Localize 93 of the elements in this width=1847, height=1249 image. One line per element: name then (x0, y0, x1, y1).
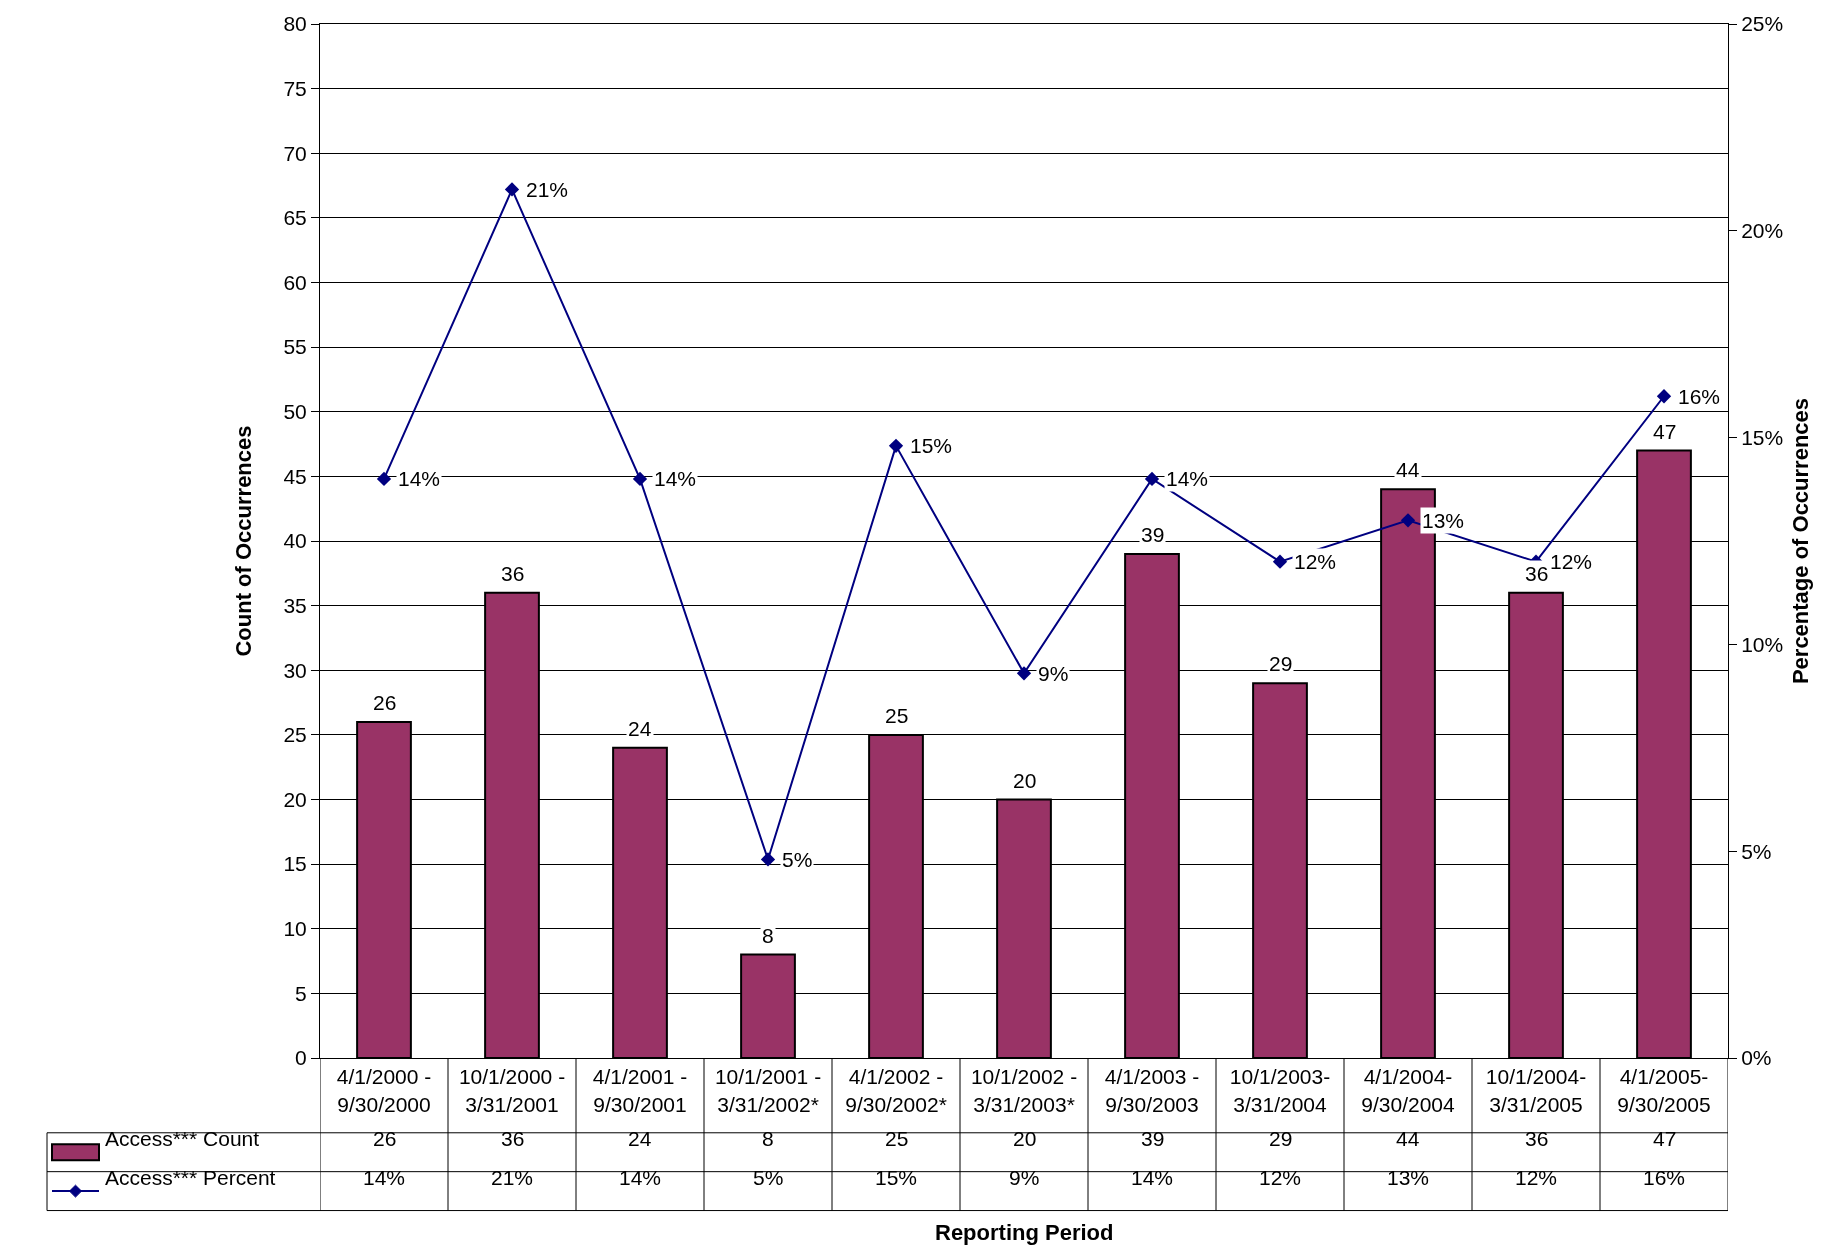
x-tick-label: 10/1/2003- 3/31/2004 (1229, 1065, 1331, 1116)
text: 16% (1678, 385, 1721, 408)
y2-tick-label: 15% (1741, 425, 1784, 449)
point (760, 852, 776, 867)
text: 15% (910, 434, 953, 457)
data-label: 36 (1525, 1127, 1549, 1150)
y-tick-label: 50 (283, 400, 307, 424)
data-label: 8 (762, 1127, 774, 1150)
text: 25 (885, 704, 909, 727)
text: 14% (654, 467, 697, 490)
y-tick-label: 60 (283, 270, 307, 294)
y-axis-title: Count of Occurrences (231, 425, 257, 657)
y-tick-label: 25 (283, 723, 307, 747)
point (504, 182, 520, 197)
point (1272, 554, 1288, 569)
legend-label: Access*** Percent (105, 1166, 276, 1189)
text: 44 (1396, 458, 1420, 481)
text: 36 (1525, 562, 1549, 585)
data-label: 14% (363, 1166, 406, 1189)
text: 14% (1166, 467, 1209, 490)
text: 21% (526, 178, 569, 201)
text: 14% (398, 467, 441, 490)
data-label: 5% (753, 1166, 784, 1189)
text: 26 (373, 691, 397, 714)
x-axis-title: Reporting Period (935, 1220, 1114, 1245)
data-label: 13% (1387, 1166, 1430, 1189)
data-label: 15% (875, 1166, 918, 1189)
y2-tick-label: 20% (1741, 219, 1784, 243)
data-label: 44 (1396, 1127, 1420, 1150)
point (888, 438, 904, 454)
point (1016, 666, 1032, 681)
data-label: 12% (1515, 1166, 1558, 1189)
data-label: 14% (619, 1166, 662, 1189)
text: 12% (1550, 550, 1593, 573)
point (632, 471, 648, 487)
data-label: 47 (1653, 1127, 1677, 1150)
data-label: 29 (1269, 1127, 1293, 1150)
point (1144, 471, 1160, 487)
x-tick-label: 10/1/2004- 3/31/2005 (1485, 1065, 1587, 1116)
y-tick-label: 0 (295, 1046, 307, 1070)
x-tick-label: 10/1/2002 - 3/31/2003* (970, 1065, 1078, 1116)
data-label: 36 (501, 1127, 525, 1150)
y-tick-label: 80 (283, 12, 307, 36)
y-tick-label: 75 (283, 76, 307, 100)
x-tick-label: 4/1/2000 - 9/30/2000 (336, 1065, 432, 1116)
y-tick-label: 10 (283, 917, 307, 941)
text: 9% (1038, 662, 1069, 685)
data-label: 12% (1259, 1166, 1302, 1189)
data-label: 16% (1643, 1166, 1686, 1189)
text: 13% (1422, 509, 1465, 532)
y-tick-label: 15 (283, 852, 307, 876)
y-tick-label: 70 (283, 141, 307, 165)
x-tick-label: 4/1/2005- 9/30/2005 (1617, 1065, 1711, 1116)
y2-tick-label: 25% (1741, 12, 1784, 36)
x-tick-label: 10/1/2001 - 3/31/2002* (714, 1065, 822, 1116)
x-tick-label: 4/1/2003 - 9/30/2003 (1104, 1065, 1200, 1116)
y2-tick-label: 5% (1741, 839, 1772, 863)
data-label: 14% (1131, 1166, 1174, 1189)
data-label: 25 (885, 1127, 909, 1150)
data-label: 21% (491, 1166, 534, 1189)
text: 12% (1294, 550, 1337, 573)
y-tick-label: 35 (283, 593, 307, 617)
x-tick-label: 4/1/2002 - 9/30/2002* (845, 1065, 947, 1116)
text: 47 (1653, 420, 1677, 443)
text: 8 (762, 924, 774, 947)
point (1400, 513, 1416, 528)
y-tick-label: 65 (283, 206, 307, 230)
text: 36 (501, 562, 525, 585)
data-label: 26 (373, 1127, 397, 1150)
x-tick-label: 4/1/2001 - 9/30/2001 (592, 1065, 688, 1116)
y-tick-label: 45 (283, 464, 307, 488)
y2-axis-title: Percentage of Occurrences (1788, 397, 1814, 685)
text: 5% (782, 848, 813, 871)
y-tick-label: 20 (283, 787, 307, 811)
y-tick-label: 55 (283, 335, 307, 359)
data-label: 20 (1013, 1127, 1037, 1150)
y2-tick-label: 10% (1741, 632, 1784, 656)
data-label: 9% (1009, 1166, 1040, 1189)
data-label: 39 (1141, 1127, 1165, 1150)
text: 39 (1141, 523, 1165, 546)
legend-label: Access*** Count (105, 1127, 260, 1150)
text: 29 (1269, 652, 1293, 675)
y-tick-label: 5 (295, 981, 307, 1005)
point (1656, 389, 1672, 404)
text: 20 (1013, 769, 1037, 792)
y-tick-label: 30 (283, 658, 307, 682)
y2-tick-label: 0% (1741, 1046, 1772, 1070)
point (376, 471, 392, 487)
x-tick-label: 4/1/2004- 9/30/2004 (1361, 1065, 1456, 1116)
x-tick-label: 10/1/2000 - 3/31/2001 (458, 1065, 566, 1116)
y-tick-label: 40 (283, 529, 307, 553)
data-label: 24 (628, 1127, 652, 1150)
text: 24 (628, 717, 652, 740)
